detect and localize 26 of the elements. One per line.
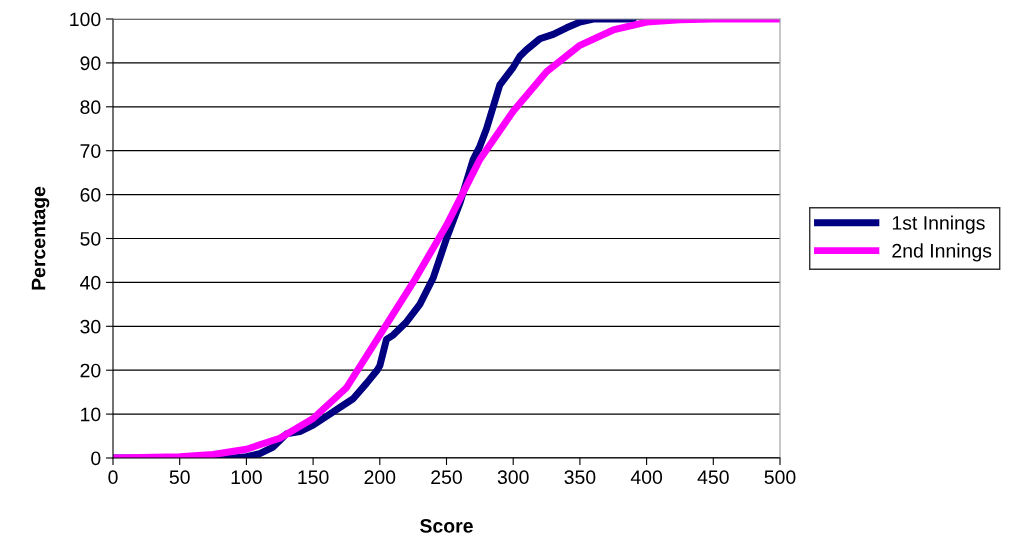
y-tick-label: 50 xyxy=(80,231,101,246)
x-tick-label: 50 xyxy=(169,470,190,485)
x-tick-label: 100 xyxy=(231,470,262,485)
y-tick-label: 90 xyxy=(80,56,101,71)
x-tick-label: 500 xyxy=(764,470,796,485)
y-tick-label: 10 xyxy=(81,407,101,422)
y-tick-label: 80 xyxy=(80,100,101,115)
y-axis-title: Percentage xyxy=(31,186,50,290)
x-tick-label: 300 xyxy=(497,470,529,485)
x-tick-label: 150 xyxy=(298,470,329,485)
x-tick-label: 250 xyxy=(431,470,462,485)
x-tick-label: 450 xyxy=(697,470,729,485)
legend-label: 1st Innings xyxy=(892,215,985,234)
y-tick-label: 100 xyxy=(70,12,101,27)
x-tick-label: 200 xyxy=(364,470,396,485)
y-tick-label: 70 xyxy=(80,144,101,158)
y-tick-label: 20 xyxy=(80,363,101,378)
x-tick-label: 400 xyxy=(630,470,663,485)
y-tick-label: 40 xyxy=(80,275,101,290)
legend-label: 2nd Innings xyxy=(892,243,992,262)
y-tick-label: 60 xyxy=(80,188,101,202)
y-tick-label: 30 xyxy=(80,319,101,334)
y-tick-label: 0 xyxy=(91,451,101,466)
x-tick-label: 0 xyxy=(108,470,118,485)
x-axis-title: Score xyxy=(420,519,473,533)
x-tick-label: 350 xyxy=(564,470,596,485)
